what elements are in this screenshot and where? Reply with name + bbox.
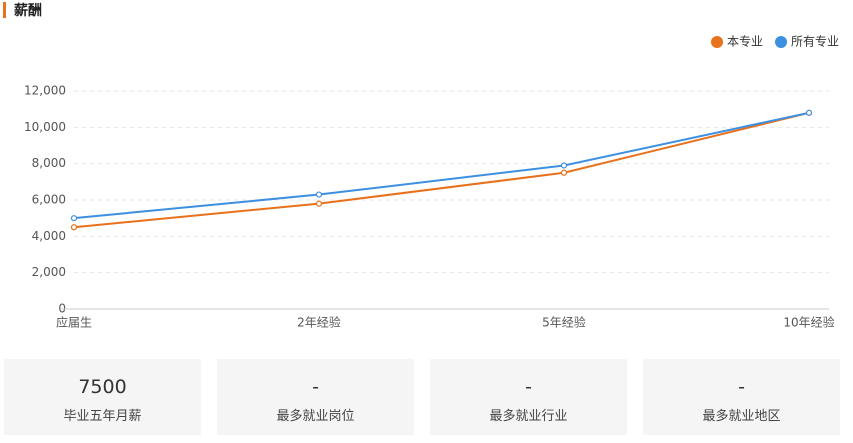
legend-label[interactable]: 所有专业 (791, 34, 839, 49)
data-point (560, 169, 568, 176)
series-line (73, 111, 810, 229)
legend-marker (775, 36, 788, 48)
stat-card: 7500 毕业五年月薪 (4, 359, 201, 435)
data-point (315, 200, 323, 207)
x-tick-label: 2年经验 (297, 315, 341, 330)
stat-label: 最多就业地区 (702, 409, 781, 424)
x-tick-label: 5年经验 (542, 315, 586, 330)
y-tick-label: 12,000 (24, 84, 66, 98)
stat-card: - 最多就业岗位 (217, 359, 414, 435)
stat-label: 最多就业岗位 (276, 409, 355, 424)
x-tick-label: 应届生 (56, 315, 92, 330)
stat-value: 7500 (78, 376, 127, 398)
data-point (70, 224, 78, 231)
stat-value: - (312, 376, 319, 398)
legend-label[interactable]: 本专业 (727, 34, 763, 49)
stat-value: - (525, 376, 532, 398)
stat-card: - 最多就业行业 (430, 359, 627, 435)
data-point (805, 109, 813, 116)
stat-value: - (738, 376, 745, 398)
y-tick-label: 8,000 (32, 156, 66, 170)
data-point (560, 162, 568, 169)
x-tick-label: 10年经验 (783, 315, 834, 330)
data-point (315, 191, 323, 198)
stat-label: 毕业五年月薪 (63, 409, 142, 424)
y-tick-label: 4,000 (32, 229, 66, 243)
y-tick-label: 6,000 (32, 193, 66, 207)
stat-card: - 最多就业地区 (643, 359, 840, 435)
data-point (70, 215, 78, 222)
legend-marker (711, 36, 723, 48)
series-line (73, 111, 810, 220)
chart: 薪酬 02,0004,0006,0008,00010,00012,000应届生2… (3, 2, 839, 330)
title-accent (3, 2, 6, 18)
y-tick-label: 2,000 (32, 265, 66, 279)
y-tick-label: 10,000 (24, 120, 66, 134)
chart-title: 薪酬 (14, 2, 42, 19)
stat-label: 最多就业行业 (489, 409, 568, 424)
